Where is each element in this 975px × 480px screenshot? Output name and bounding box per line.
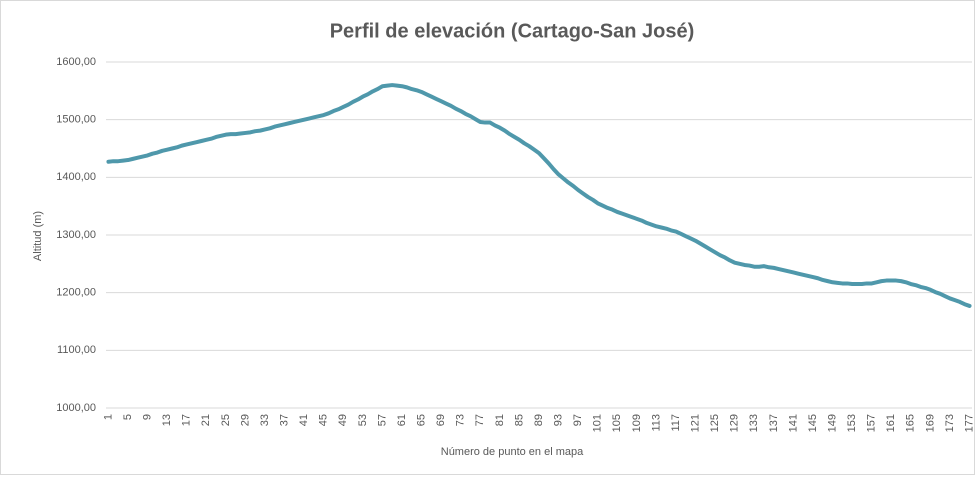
x-axis-label: Número de punto en el mapa	[441, 446, 584, 458]
x-tick-label: 121	[689, 414, 701, 432]
x-tick-label: 137	[768, 414, 780, 432]
x-tick-label: 77	[474, 414, 486, 426]
y-tick-label: 1100,00	[57, 344, 96, 356]
x-tick-label: 33	[259, 414, 271, 426]
x-tick-label: 57	[376, 414, 388, 426]
y-tick-label: 1400,00	[56, 171, 96, 183]
x-tick-label: 97	[572, 414, 584, 426]
x-tick-label: 129	[729, 414, 741, 432]
x-tick-label: 81	[494, 414, 506, 426]
x-tick-label: 125	[709, 414, 721, 432]
x-tick-label: 41	[298, 414, 310, 426]
x-tick-label: 13	[161, 414, 173, 426]
x-tick-label: 69	[435, 414, 447, 426]
x-tick-label: 25	[220, 414, 232, 426]
y-tick-label: 1000,00	[56, 402, 96, 414]
x-tick-label: 61	[396, 414, 408, 426]
x-tick-label: 49	[337, 414, 349, 426]
x-tick-label: 65	[415, 414, 427, 426]
x-tick-label: 21	[200, 414, 212, 426]
x-tick-label: 113	[650, 414, 662, 432]
x-tick-label: 177	[963, 414, 975, 432]
x-tick-label: 29	[239, 414, 251, 426]
x-tick-label: 85	[513, 414, 525, 426]
x-tick-label: 157	[866, 414, 878, 432]
x-tick-label: 89	[533, 414, 545, 426]
x-tick-label: 165	[905, 414, 917, 432]
x-tick-label: 17	[181, 414, 193, 426]
x-tick-label: 153	[846, 414, 858, 432]
x-tick-label: 1	[102, 414, 114, 420]
x-tick-label: 133	[748, 414, 760, 432]
x-tick-label: 173	[944, 414, 956, 432]
x-tick-label: 117	[670, 414, 682, 432]
y-axis-label: Altitud (m)	[32, 211, 44, 261]
x-tick-label: 45	[318, 414, 330, 426]
x-tick-label: 109	[631, 414, 643, 432]
y-tick-label: 1600,00	[56, 56, 96, 68]
x-tick-label: 93	[552, 414, 564, 426]
chart-title: Perfil de elevación (Cartago-San José)	[330, 20, 695, 42]
x-tick-label: 5	[122, 414, 134, 420]
x-tick-label: 101	[592, 414, 604, 432]
x-tick-label: 53	[357, 414, 369, 426]
y-tick-label: 1200,00	[56, 287, 96, 299]
x-tick-label: 141	[787, 414, 799, 432]
x-tick-label: 73	[455, 414, 467, 426]
x-tick-label: 9	[141, 414, 153, 420]
elevation-line	[106, 83, 972, 308]
x-tick-label: 169	[924, 414, 936, 432]
x-tick-label: 149	[826, 414, 838, 432]
y-tick-label: 1300,00	[56, 229, 96, 241]
x-tick-label: 161	[885, 414, 897, 432]
x-tick-label: 145	[807, 414, 819, 432]
y-tick-label: 1500,00	[56, 114, 96, 126]
x-tick-label: 37	[278, 414, 290, 426]
x-tick-label: 105	[611, 414, 623, 432]
